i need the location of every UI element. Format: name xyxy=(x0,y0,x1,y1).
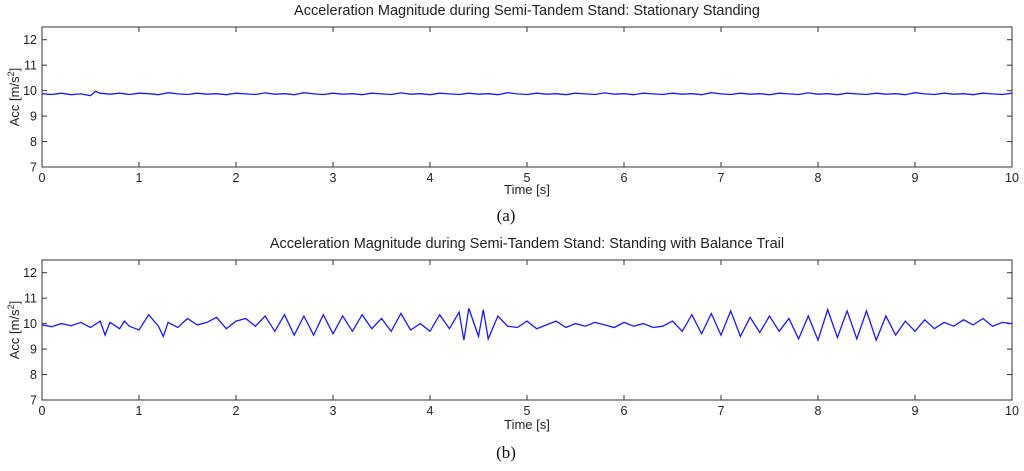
y-tick-label: 12 xyxy=(23,266,37,280)
chart-a-title: Acceleration Magnitude during Semi-Tande… xyxy=(294,3,760,19)
chart-a-plot-area xyxy=(41,26,1013,168)
x-tick-label: 9 xyxy=(912,404,919,418)
y-tick-label: 9 xyxy=(30,110,37,124)
x-tick-label: 2 xyxy=(233,171,240,185)
chart-a-y-axis-label: Acc [m/s2] xyxy=(6,68,22,126)
chart-a-y-ticks: 7 8 9 10 11 12 xyxy=(23,33,1012,175)
y-tick-label: 7 xyxy=(30,161,37,175)
y-tick-label: 10 xyxy=(23,84,37,98)
x-tick-label: 5 xyxy=(524,171,531,185)
x-tick-label: 4 xyxy=(427,171,434,185)
y-tick-label: 11 xyxy=(24,59,37,73)
x-tick-label: 8 xyxy=(815,404,822,418)
chart-a-series-line xyxy=(41,90,1013,97)
x-tick-label: 5 xyxy=(524,404,531,418)
x-tick-label: 6 xyxy=(621,171,628,185)
chart-b-x-ticks: 0 1 2 3 4 5 6 7 8 9 10 xyxy=(39,260,1019,418)
chart-b-plot-area xyxy=(41,259,1013,401)
y-tick-label: 7 xyxy=(30,394,37,408)
x-tick-label: 9 xyxy=(912,171,919,185)
x-tick-label: 0 xyxy=(39,404,46,418)
x-tick-label: 7 xyxy=(718,404,725,418)
chart-b-y-axis-label: Acc [m/s2] xyxy=(6,301,22,359)
y-tick-label: 9 xyxy=(30,343,37,357)
y-tick-label: 12 xyxy=(23,33,37,47)
x-tick-label: 6 xyxy=(621,404,628,418)
chart-b: Acceleration Magnitude during Semi-Tande… xyxy=(6,236,1019,462)
chart-a-x-ticks: 0 1 2 3 4 5 6 7 8 9 10 xyxy=(39,27,1019,185)
chart-a-x-axis-label: Time [s] xyxy=(504,182,550,197)
x-tick-label: 1 xyxy=(136,404,143,418)
chart-b-x-axis-label: Time [s] xyxy=(504,417,550,432)
x-tick-label: 1 xyxy=(136,171,143,185)
chart-b-series-line xyxy=(41,307,1013,343)
y-tick-label: 8 xyxy=(30,135,37,149)
x-tick-label: 0 xyxy=(39,171,46,185)
x-tick-label: 10 xyxy=(1005,404,1019,418)
x-tick-label: 3 xyxy=(330,171,337,185)
chart-b-y-ticks: 7 8 9 10 11 12 xyxy=(23,266,1012,408)
x-tick-label: 2 xyxy=(233,404,240,418)
chart-a-panel-label: (a) xyxy=(497,206,516,225)
x-tick-label: 10 xyxy=(1005,171,1019,185)
chart-b-panel-label: (b) xyxy=(496,443,516,462)
y-tick-label: 10 xyxy=(23,317,37,331)
y-tick-label: 8 xyxy=(30,368,37,382)
chart-b-title: Acceleration Magnitude during Semi-Tande… xyxy=(270,236,784,252)
x-tick-label: 3 xyxy=(330,404,337,418)
y-tick-label: 11 xyxy=(24,292,37,306)
x-tick-label: 8 xyxy=(815,171,822,185)
x-tick-label: 4 xyxy=(427,404,434,418)
chart-a: Acceleration Magnitude during Semi-Tande… xyxy=(6,3,1019,225)
x-tick-label: 7 xyxy=(718,171,725,185)
